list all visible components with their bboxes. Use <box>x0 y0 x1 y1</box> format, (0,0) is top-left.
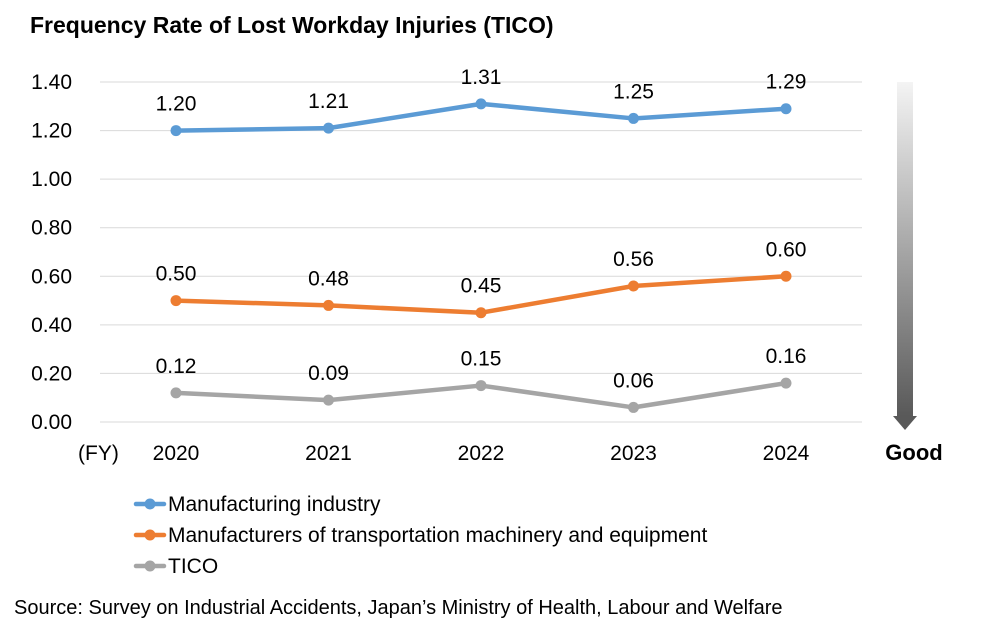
x-axis: (FY) 2020 2021 2022 2023 2024 <box>78 442 810 465</box>
legend-item: Manufacturing industry <box>133 493 381 516</box>
data-point <box>475 380 487 392</box>
data-label: 0.50 <box>156 263 197 286</box>
y-tick-label: 1.20 <box>31 120 72 143</box>
x-tick-label: 2020 <box>153 442 200 465</box>
y-tick-label: 1.40 <box>31 71 72 94</box>
series-1: 1.20 1.21 1.31 1.25 1.29 <box>156 66 807 137</box>
y-axis: 0.00 0.20 0.40 0.60 0.80 1.00 1.20 1.40 <box>31 71 72 434</box>
data-point <box>780 103 792 115</box>
data-point <box>475 307 487 319</box>
legend-label: Manufacturers of transportation machiner… <box>168 524 707 547</box>
data-point <box>323 299 334 311</box>
legend-swatch-marker <box>144 498 156 510</box>
good-arrow-head-icon <box>893 416 917 430</box>
data-label: 0.48 <box>308 267 349 290</box>
data-label: 0.56 <box>613 248 654 271</box>
data-label: 1.25 <box>613 80 654 103</box>
data-point <box>170 125 182 137</box>
y-tick-label: 0.60 <box>31 265 72 288</box>
good-indicator: Good <box>885 82 943 465</box>
series-2: 0.50 0.48 0.45 0.56 0.60 <box>156 238 807 319</box>
good-arrow-shaft <box>897 82 913 416</box>
y-tick-label: 0.20 <box>31 362 72 385</box>
data-label: 1.20 <box>156 93 197 116</box>
data-point <box>475 98 487 110</box>
data-label: 0.45 <box>461 275 502 298</box>
source-note: Source: Survey on Industrial Accidents, … <box>14 597 783 619</box>
y-tick-label: 0.40 <box>31 314 72 337</box>
y-tick-label: 1.00 <box>31 168 72 191</box>
legend-swatch-marker <box>144 529 156 541</box>
data-point <box>780 270 792 282</box>
data-point <box>170 387 182 399</box>
data-point <box>780 377 792 389</box>
series-3: 0.12 0.09 0.15 0.06 0.16 <box>156 345 807 413</box>
legend-item: Manufacturers of transportation machiner… <box>133 524 707 547</box>
x-tick-label: 2021 <box>305 442 352 465</box>
data-point <box>628 280 639 292</box>
legend: Manufacturing industry Manufacturers of t… <box>133 493 707 578</box>
legend-label: TICO <box>168 555 218 578</box>
data-point <box>628 112 639 124</box>
data-label: 1.29 <box>766 71 807 94</box>
y-tick-label: 0.80 <box>31 217 72 240</box>
good-label: Good <box>885 440 942 465</box>
data-point <box>323 394 334 406</box>
x-tick-label: 2023 <box>610 442 657 465</box>
legend-swatch-marker <box>144 560 156 572</box>
data-label: 1.31 <box>461 66 502 89</box>
data-label: 0.16 <box>766 345 807 368</box>
x-unit-label: (FY) <box>78 442 119 465</box>
data-label: 0.60 <box>766 238 807 261</box>
data-point <box>170 295 182 307</box>
gridlines <box>100 81 862 423</box>
x-tick-label: 2022 <box>458 442 505 465</box>
data-label: 0.06 <box>613 369 654 392</box>
legend-item: TICO <box>133 555 218 578</box>
series: 1.20 1.21 1.31 1.25 1.29 0.50 0.48 0.45 0.56 0.60… <box>156 66 807 413</box>
data-point <box>323 122 334 134</box>
data-label: 0.15 <box>461 348 502 371</box>
data-label: 0.09 <box>308 362 349 385</box>
data-label: 1.21 <box>308 90 349 113</box>
x-tick-label: 2024 <box>763 442 810 465</box>
y-tick-label: 0.00 <box>31 411 72 434</box>
legend-label: Manufacturing industry <box>168 493 381 516</box>
data-point <box>628 401 639 413</box>
chart-title: Frequency Rate of Lost Workday Injuries … <box>30 12 554 38</box>
data-label: 0.12 <box>156 355 197 378</box>
